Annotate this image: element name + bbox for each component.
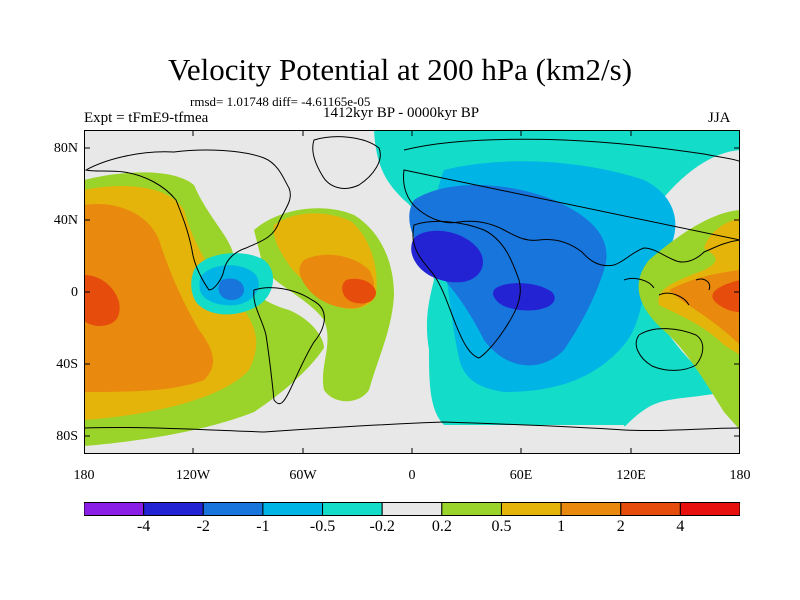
season-label: JJA [708,110,731,126]
eastpac-negative-core [218,278,244,300]
lat-label-0: 0 [71,285,78,300]
colorbar-label: 0.5 [491,518,512,535]
westpac-max-region [712,280,740,312]
colorbar-box [441,502,502,516]
colorbar-box [322,502,383,516]
lon-label-60w: 60W [289,468,317,483]
colorbar-box [500,502,562,516]
colorbar [84,502,740,516]
lon-label-180w: 180 [73,468,95,483]
lat-label-40s: 40S [56,357,78,372]
lat-label-80n: 80N [53,141,78,156]
lon-label-60e: 60E [509,468,533,483]
colorbar-label: -4 [136,518,151,535]
south-america-coastline [253,287,325,405]
atlantic-max-region [342,278,376,304]
colorbar-label: 0.2 [431,518,452,535]
colorbar-label: -1 [256,518,270,535]
lon-label-180e: 180 [729,468,751,483]
colorbar-label: 4 [676,518,685,535]
lon-label-0: 0 [408,468,416,483]
australia-coastline [635,328,704,371]
period-label: 1412kyr BP - 0000kyr BP [323,105,480,121]
greenland-coastline [312,136,381,189]
africa-negative-region-high [409,185,607,366]
lat-label-40n: 40N [53,213,78,228]
chart-title: Velocity Potential at 200 hPa (km2/s) [167,52,633,87]
north-america-coastline [84,149,291,291]
colorbar-label: 1 [557,518,566,535]
colorbar-label: -2 [196,518,210,535]
velocity-potential-map [84,130,740,454]
colorbar-label: -0.2 [369,518,395,535]
colorbar-box [262,502,324,516]
africa-coastline [412,220,521,359]
colorbar-label: 2 [616,518,625,535]
maritime-continent-coastline [623,277,711,306]
lat-label-80s: 80S [56,429,78,444]
colorbar-box [620,502,681,516]
colorbar-box [679,502,740,516]
pacific-positive-region-high [84,204,214,392]
pacific-max-region [84,275,120,326]
colorbar-label: -0.5 [309,518,336,535]
lon-label-120w: 120W [175,468,211,483]
experiment-label: Expt = tFmE9-tfmea [84,110,209,126]
colorbar-box [381,502,443,516]
indian-ocean-min-region [493,283,555,311]
colorbar-box [202,502,264,516]
antarctica-coastline [84,421,740,433]
axis-ticks [84,130,740,454]
colorbar-box [143,502,204,516]
stats-text: rmsd= 1.01748 diff= -4.61165e-05 [190,94,371,109]
coastlines [84,136,740,433]
colorbar-box [560,502,622,516]
contour-fill-layer [84,130,740,454]
colorbar-box [84,502,145,516]
lon-label-120e: 120E [616,468,646,483]
